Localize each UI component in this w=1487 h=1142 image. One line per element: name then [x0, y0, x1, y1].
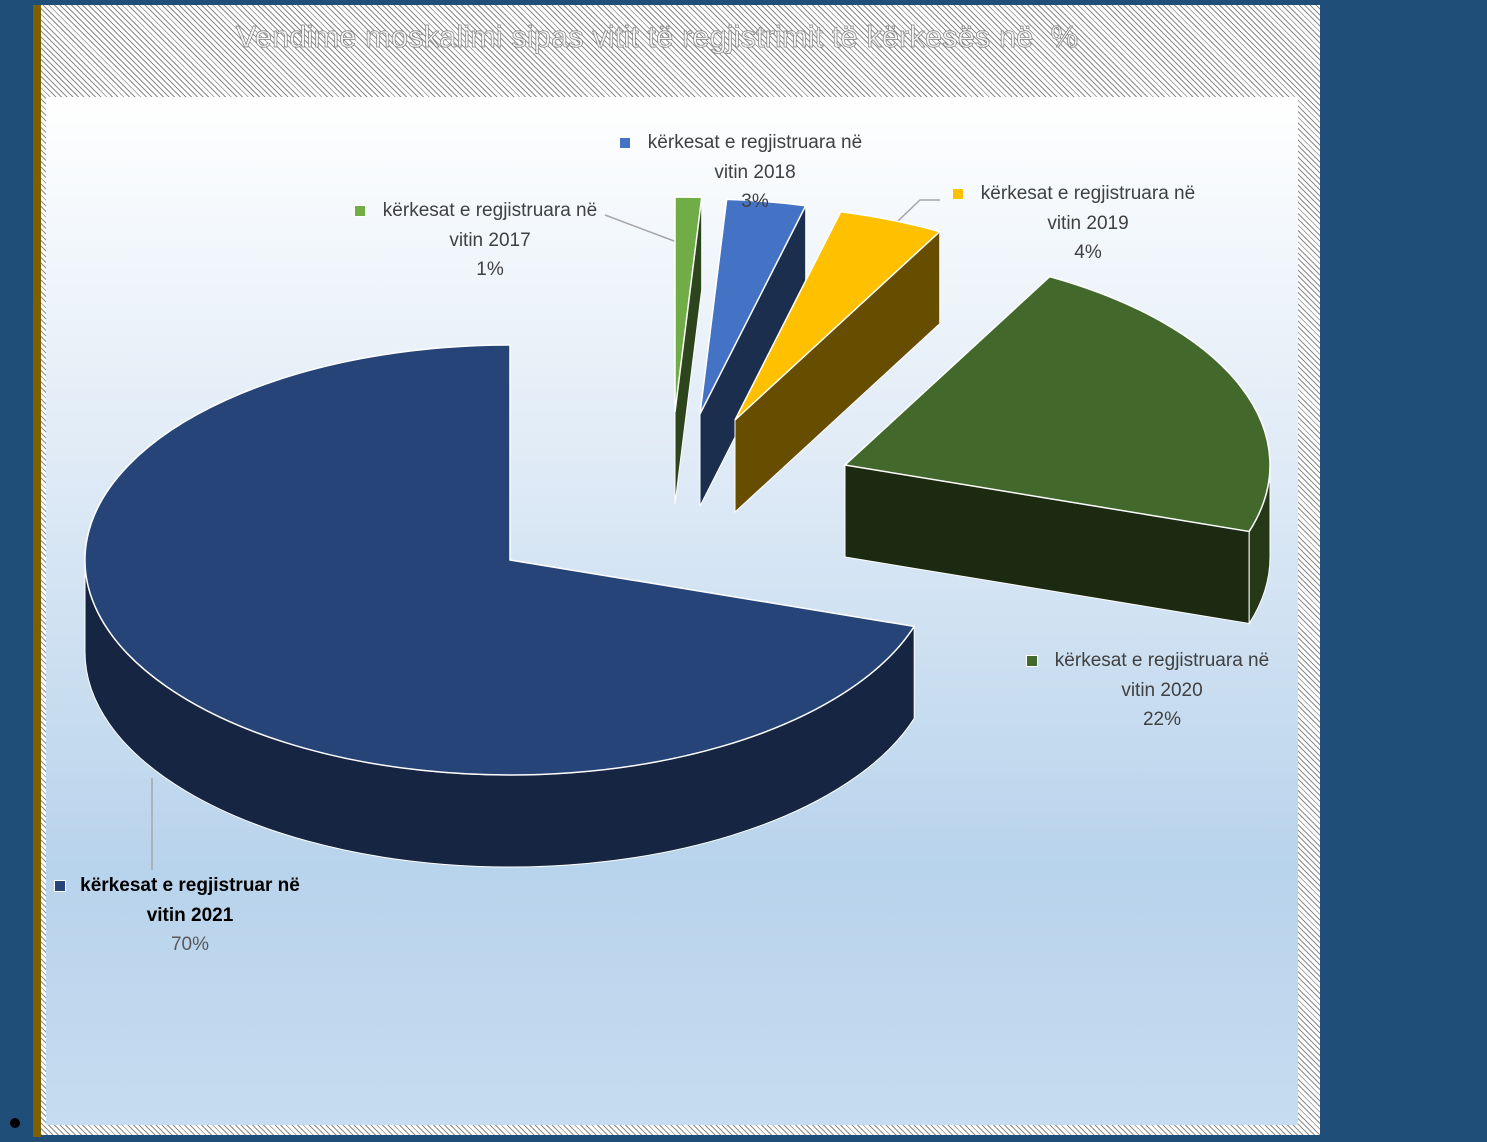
- legend-key: [1026, 655, 1038, 667]
- label-value: 22%: [1142, 709, 1182, 730]
- legend-key: [354, 205, 366, 217]
- data-label: kërkesat e regjistruara në vitin 2019 4%: [952, 179, 1204, 268]
- label-category: kërkesat e regjistruara në vitin 2020: [1054, 650, 1270, 701]
- slice: [734, 210, 942, 421]
- accent-strip: [33, 5, 41, 1137]
- bullet: [10, 1118, 20, 1128]
- label-category: kërkesat e regjistruara në vitin 2017: [382, 200, 598, 251]
- pie: [84, 196, 1271, 868]
- data-label: kërkesat e regjistruara në vitin 2020 22%: [1026, 646, 1278, 735]
- slice: [674, 196, 703, 505]
- chart-title: Vendime moskalimi sipas vitit të regjist…: [235, 19, 1079, 55]
- slice: [699, 198, 807, 415]
- slice: [84, 344, 916, 776]
- slice: [674, 196, 703, 413]
- slice: [843, 275, 1271, 626]
- label-category: kërkesat e regjistruar në vitin 2021: [80, 875, 300, 926]
- label-value: 3%: [741, 191, 769, 212]
- slice: [843, 275, 1271, 533]
- label-category: kërkesat e regjistruara në vitin 2018: [647, 132, 863, 183]
- slice: [699, 198, 807, 507]
- slice: [84, 344, 916, 868]
- legend-key: [54, 880, 66, 892]
- legend-key: [619, 137, 631, 149]
- data-label: kërkesat e regjistruara në vitin 2018 3%: [619, 128, 871, 217]
- label-value: 4%: [1074, 242, 1102, 263]
- label-value: 1%: [476, 259, 504, 280]
- slice: [734, 210, 942, 514]
- label-value: 70%: [170, 934, 210, 955]
- data-label: kërkesat e regjistruar në vitin 2021 70%: [54, 871, 306, 960]
- data-label: kërkesat e regjistruara në vitin 2017 1%: [354, 196, 606, 285]
- legend-key: [952, 188, 964, 200]
- label-category: kërkesat e regjistruara në vitin 2019: [980, 183, 1196, 234]
